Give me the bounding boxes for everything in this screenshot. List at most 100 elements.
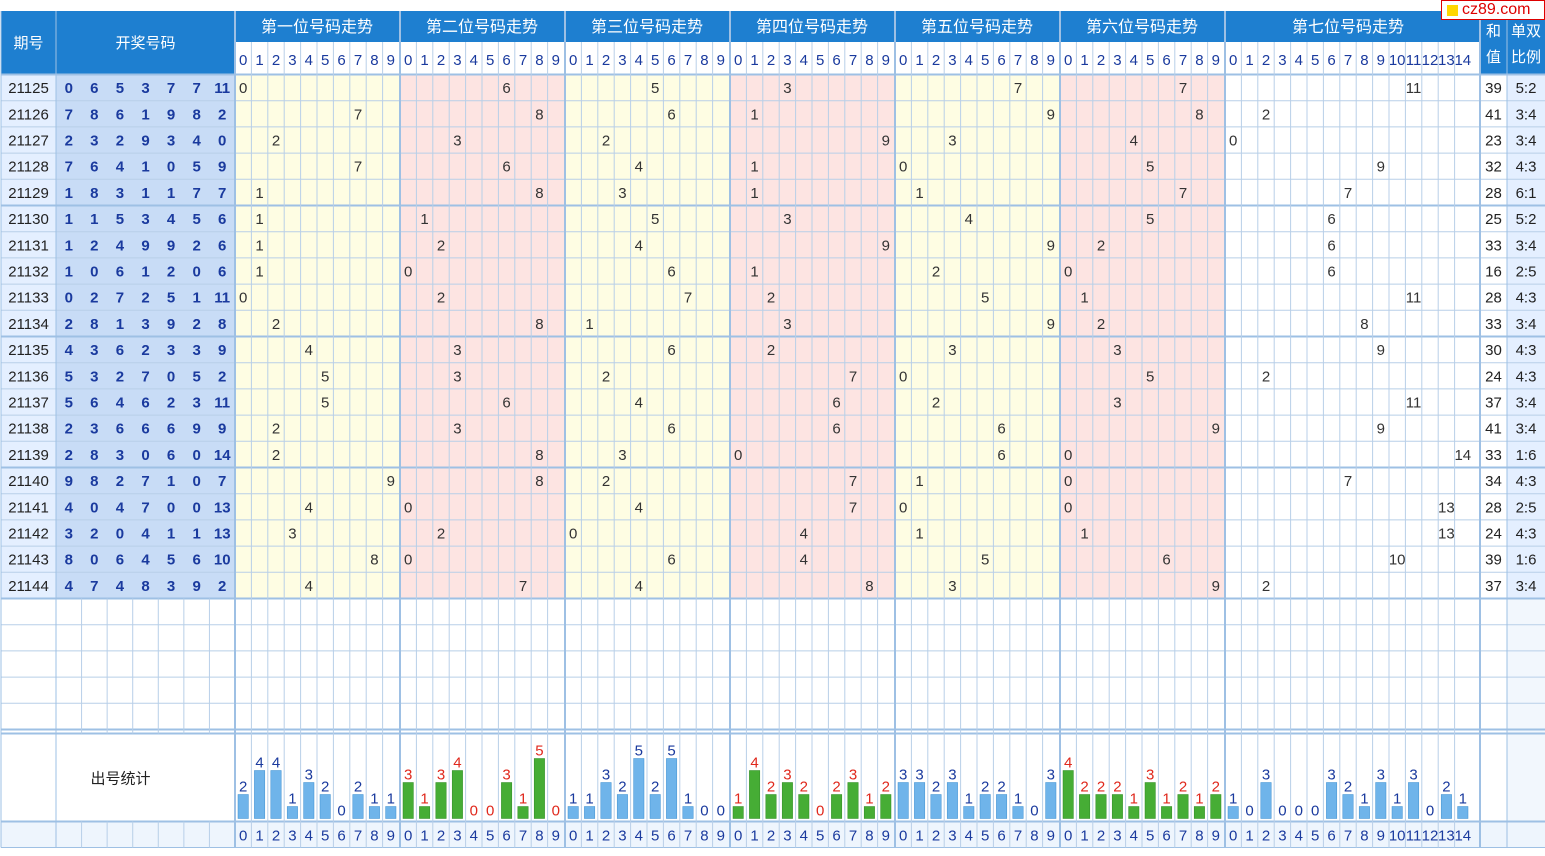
digit-header: 5: [1146, 52, 1154, 69]
footer-digit: 4: [305, 828, 313, 845]
count-bar: [616, 794, 628, 819]
trend-hit: 0: [899, 368, 907, 385]
count-label: 0: [1295, 803, 1303, 820]
count-bar: [914, 782, 926, 819]
draw-number: 3: [90, 368, 98, 385]
trend-hit: 0: [1064, 473, 1072, 490]
digit-header: 5: [651, 52, 659, 69]
trend-hit: 2: [932, 395, 940, 412]
count-bar: [831, 794, 843, 819]
draw-number: 2: [167, 264, 175, 281]
period-cell: 21127: [8, 133, 49, 150]
trend-hit: 1: [750, 159, 758, 176]
watermark-square-icon: [1447, 5, 1458, 16]
parity-cell: 4:3: [1516, 159, 1537, 176]
draw-number: 7: [141, 499, 149, 516]
footer-digit: 9: [882, 828, 890, 845]
trend-hit: 2: [272, 421, 280, 438]
trend-hit: 5: [1146, 159, 1154, 176]
count-label: 0: [816, 803, 824, 820]
footer-digit: 6: [1327, 828, 1335, 845]
count-bar: [1457, 806, 1469, 819]
footer-digit: 1: [750, 828, 758, 845]
digit-header: 3: [1113, 52, 1121, 69]
digit-header: 5: [321, 52, 329, 69]
footer-digit: 3: [783, 828, 791, 845]
footer-digit: 0: [404, 828, 412, 845]
footer-digit: 2: [1262, 828, 1270, 845]
footer-digit: 8: [535, 828, 543, 845]
digit-header: 0: [734, 52, 742, 69]
draw-number: 2: [167, 395, 175, 412]
trend-hit: 2: [602, 368, 610, 385]
position-header: 第五位号码走势: [921, 18, 1033, 36]
position-header: 第七位号码走势: [1292, 18, 1404, 36]
sum-cell: 41: [1485, 421, 1502, 438]
count-bar: [270, 770, 282, 819]
trend-hit: 6: [502, 159, 510, 176]
count-bar: [451, 770, 463, 819]
digit-header: 8: [1195, 52, 1203, 69]
trend-hit: 2: [437, 290, 445, 307]
count-label: 2: [767, 779, 775, 796]
draw-number: 1: [65, 237, 73, 254]
trend-hit: 5: [321, 368, 329, 385]
draw-number: 8: [90, 447, 98, 464]
count-label: 1: [1195, 791, 1203, 808]
footer-digit: 9: [1047, 828, 1055, 845]
footer-digit: 8: [700, 828, 708, 845]
draw-number: 0: [167, 368, 175, 385]
footer-digit: 2: [767, 828, 775, 845]
parity-cell: 3:4: [1516, 237, 1537, 254]
trend-hit: 1: [915, 526, 923, 543]
footer-digit: 7: [1014, 828, 1022, 845]
trend-hit: 6: [1162, 552, 1170, 569]
trend-hit: 7: [354, 159, 362, 176]
count-label: 5: [535, 743, 543, 760]
footer-digit: 2: [932, 828, 940, 845]
footer-digit: 6: [337, 828, 345, 845]
count-label: 2: [1097, 779, 1105, 796]
parity-header: 比例: [1511, 49, 1541, 66]
footer-digit: 8: [370, 828, 378, 845]
period-cell: 21131: [8, 237, 49, 254]
trend-hit: 9: [1047, 237, 1055, 254]
count-label: 1: [569, 791, 577, 808]
trend-hit: 1: [1080, 526, 1088, 543]
sum-cell: 32: [1485, 159, 1502, 176]
trend-hit: 7: [849, 499, 857, 516]
footer-digit: 1: [255, 828, 263, 845]
trend-hit: 1: [255, 237, 263, 254]
trend-hit: 9: [1377, 159, 1385, 176]
sum-cell: 41: [1485, 106, 1502, 123]
sum-cell: 39: [1485, 80, 1502, 97]
footer-digit: 7: [1344, 828, 1352, 845]
trend-hit: 1: [750, 185, 758, 202]
draw-number: 6: [141, 421, 149, 438]
count-bar: [946, 782, 958, 819]
digit-header: 7: [354, 52, 362, 69]
draw-number: 2: [65, 421, 73, 438]
draw-number: 3: [192, 342, 200, 359]
period-cell: 21143: [8, 552, 49, 569]
trend-hit: 10: [1389, 552, 1406, 569]
trend-hit: 5: [651, 211, 659, 228]
parity-cell: 3:4: [1516, 106, 1537, 123]
digit-header: 5: [486, 52, 494, 69]
footer-digit: 8: [1360, 828, 1368, 845]
trend-hit: 9: [1212, 578, 1220, 595]
count-label: 0: [337, 803, 345, 820]
parity-cell: 3:4: [1516, 133, 1537, 150]
trend-hit: 9: [1047, 106, 1055, 123]
trend-hit: 6: [667, 421, 675, 438]
count-label: 0: [717, 803, 725, 820]
position-header: 第二位号码走势: [426, 18, 538, 36]
digit-header: 2: [437, 52, 445, 69]
draw-number: 1: [65, 211, 73, 228]
digit-header: 4: [1295, 52, 1303, 69]
count-bar: [402, 782, 414, 819]
draw-number: 8: [90, 316, 98, 333]
count-bar: [765, 794, 777, 819]
draw-number: 8: [192, 106, 200, 123]
trend-hit: 1: [255, 211, 263, 228]
